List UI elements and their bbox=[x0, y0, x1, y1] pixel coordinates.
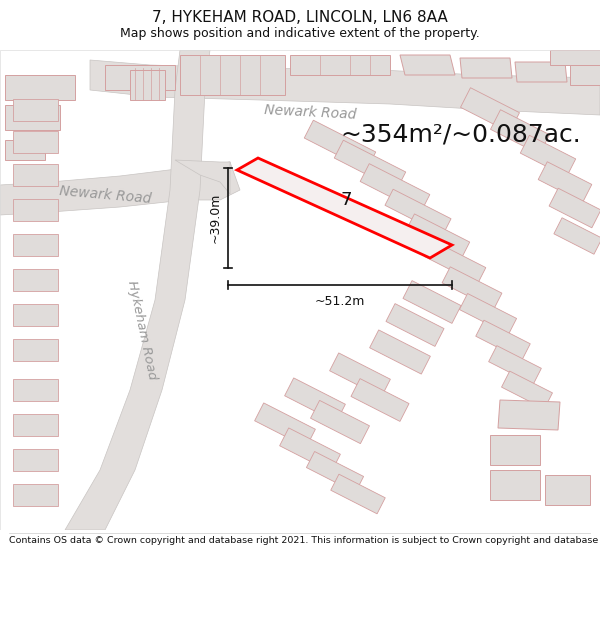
Text: ~354m²/~0.087ac.: ~354m²/~0.087ac. bbox=[340, 123, 581, 147]
Polygon shape bbox=[351, 379, 409, 421]
Text: 7: 7 bbox=[340, 191, 352, 209]
Polygon shape bbox=[554, 217, 600, 254]
Polygon shape bbox=[5, 105, 60, 130]
Polygon shape bbox=[311, 401, 370, 444]
Polygon shape bbox=[130, 70, 165, 100]
Polygon shape bbox=[490, 435, 540, 465]
Polygon shape bbox=[105, 65, 175, 90]
Polygon shape bbox=[515, 62, 567, 82]
Polygon shape bbox=[538, 162, 592, 202]
Polygon shape bbox=[370, 330, 430, 374]
Polygon shape bbox=[284, 378, 346, 422]
Text: ~51.2m: ~51.2m bbox=[315, 295, 365, 308]
Polygon shape bbox=[550, 50, 600, 65]
Polygon shape bbox=[549, 188, 600, 228]
Polygon shape bbox=[490, 470, 540, 500]
Polygon shape bbox=[5, 140, 45, 160]
Polygon shape bbox=[13, 269, 58, 291]
Polygon shape bbox=[185, 162, 240, 200]
Text: Newark Road: Newark Road bbox=[263, 102, 356, 121]
Polygon shape bbox=[386, 304, 444, 346]
Polygon shape bbox=[304, 120, 376, 170]
Text: Newark Road: Newark Road bbox=[58, 184, 152, 206]
Polygon shape bbox=[290, 55, 390, 75]
Polygon shape bbox=[406, 214, 470, 258]
Polygon shape bbox=[334, 140, 406, 190]
Polygon shape bbox=[65, 50, 210, 530]
Polygon shape bbox=[13, 449, 58, 471]
Polygon shape bbox=[180, 55, 285, 95]
Polygon shape bbox=[331, 474, 385, 514]
Polygon shape bbox=[442, 267, 502, 309]
Text: Map shows position and indicative extent of the property.: Map shows position and indicative extent… bbox=[120, 27, 480, 40]
Polygon shape bbox=[424, 241, 486, 284]
Polygon shape bbox=[237, 158, 452, 258]
Polygon shape bbox=[5, 75, 75, 100]
Polygon shape bbox=[13, 484, 58, 506]
Polygon shape bbox=[307, 451, 364, 493]
Polygon shape bbox=[13, 99, 58, 121]
Polygon shape bbox=[520, 135, 576, 177]
Polygon shape bbox=[13, 304, 58, 326]
Text: 7, HYKEHAM ROAD, LINCOLN, LN6 8AA: 7, HYKEHAM ROAD, LINCOLN, LN6 8AA bbox=[152, 10, 448, 25]
Polygon shape bbox=[13, 379, 58, 401]
Polygon shape bbox=[460, 294, 517, 334]
Polygon shape bbox=[13, 131, 58, 153]
Polygon shape bbox=[385, 189, 451, 235]
Polygon shape bbox=[488, 346, 541, 384]
Polygon shape bbox=[280, 428, 340, 472]
Polygon shape bbox=[502, 371, 553, 409]
Polygon shape bbox=[570, 65, 600, 85]
Polygon shape bbox=[476, 320, 530, 360]
Polygon shape bbox=[90, 60, 600, 115]
Polygon shape bbox=[461, 88, 520, 132]
Polygon shape bbox=[175, 160, 230, 194]
Polygon shape bbox=[400, 55, 455, 75]
Polygon shape bbox=[460, 58, 512, 78]
Polygon shape bbox=[13, 164, 58, 186]
Polygon shape bbox=[498, 400, 560, 430]
Polygon shape bbox=[13, 199, 58, 221]
Polygon shape bbox=[13, 234, 58, 256]
Text: ~39.0m: ~39.0m bbox=[209, 192, 222, 243]
Text: Hykeham Road: Hykeham Road bbox=[125, 279, 159, 381]
Polygon shape bbox=[329, 353, 391, 397]
Polygon shape bbox=[0, 162, 230, 215]
Polygon shape bbox=[403, 281, 461, 323]
Polygon shape bbox=[491, 110, 550, 154]
Polygon shape bbox=[254, 403, 316, 447]
Polygon shape bbox=[13, 339, 58, 361]
Text: Contains OS data © Crown copyright and database right 2021. This information is : Contains OS data © Crown copyright and d… bbox=[9, 536, 600, 545]
Polygon shape bbox=[13, 414, 58, 436]
Polygon shape bbox=[545, 475, 590, 505]
Polygon shape bbox=[360, 164, 430, 212]
